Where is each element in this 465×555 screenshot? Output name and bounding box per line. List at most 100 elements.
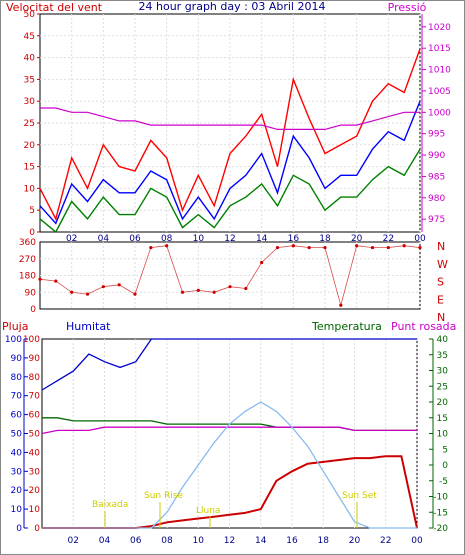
pressure-tick-label: 1015 — [428, 44, 451, 54]
hour-tick-label: 12 — [224, 536, 235, 546]
hour-tick-label: 14 — [255, 536, 267, 546]
series-direction — [39, 245, 421, 307]
wind-tick-label: 0 — [29, 228, 35, 238]
hour-tick-label: 08 — [161, 536, 173, 546]
temperature-tick-label: 30 — [437, 367, 449, 377]
baixada-label: Baixada — [92, 500, 128, 510]
compass-label: N — [437, 311, 445, 324]
compass-label: S — [437, 276, 444, 289]
rain-tick-label: 0 — [34, 524, 40, 534]
direction-tick-label: 180 — [19, 272, 36, 282]
wind-tick-label: 45 — [24, 32, 35, 42]
humidity-tick-label: 0 — [16, 524, 22, 534]
direction-tick-label: 0 — [30, 305, 36, 315]
chart-title: 24 hour graph day : 03 Abril 2014 — [139, 0, 326, 13]
pressure-tick-label: 995 — [428, 130, 445, 140]
hour-tick-label: 00 — [411, 536, 423, 546]
pressure-tick-label: 1000 — [428, 108, 451, 118]
temperature-tick-label: 10 — [437, 430, 449, 440]
wind-tick-label: 5 — [29, 206, 35, 216]
pressure-tick-label: 975 — [428, 215, 445, 225]
rain-tick-label: 50 — [29, 430, 41, 440]
sun-rise-label: Sun Rise — [144, 491, 183, 501]
pressure-tick-label: 980 — [428, 194, 445, 204]
hour-tick-label: 04 — [99, 536, 111, 546]
pressure-label: Pressió — [388, 1, 427, 14]
series-humitat — [41, 338, 417, 391]
temperature-tick-label: 35 — [437, 351, 448, 361]
compass-label: W — [437, 258, 448, 271]
pressure-tick-label: 985 — [428, 172, 445, 182]
compass-label: N — [437, 240, 445, 253]
dewpoint-label: Punt rosada — [391, 320, 456, 333]
hour-tick-label: 14 — [256, 234, 268, 244]
rain-tick-label: 70 — [29, 392, 41, 402]
hour-tick-label: 04 — [98, 234, 110, 244]
humidity-tick-label: 40 — [11, 448, 23, 458]
sun-set-label: Sun Set — [342, 491, 377, 501]
humidity-tick-label: 50 — [11, 430, 23, 440]
temperature-tick-label: 40 — [437, 335, 449, 345]
temperature-tick-label: 20 — [437, 398, 449, 408]
direction-tick-label: 90 — [25, 288, 37, 298]
series-punt-rosada — [41, 426, 417, 435]
wind-tick-label: 35 — [24, 75, 35, 85]
humidity-tick-label: 20 — [11, 486, 23, 496]
hour-tick-label: 12 — [224, 234, 235, 244]
temperature-tick-label: 5 — [442, 445, 448, 455]
rain-tick-label: 80 — [29, 373, 41, 383]
rain-tick-label: 20 — [29, 486, 41, 496]
hour-tick-label: 10 — [193, 536, 205, 546]
hour-tick-label: 22 — [383, 234, 394, 244]
humidity-label: Humitat — [66, 320, 111, 333]
direction-tick-label: 360 — [19, 238, 36, 248]
hour-tick-label: 02 — [68, 536, 79, 546]
pressure-tick-label: 990 — [428, 151, 445, 161]
series-low — [39, 148, 421, 234]
wind-pressure-panel: 02 04 06 08 10 12 14 16 18 20 22 00 504540353025201… — [24, 10, 452, 244]
temperature-tick-label: -10 — [433, 493, 448, 503]
rain-tick-label: 90 — [29, 354, 41, 364]
hour-tick-label: 06 — [130, 536, 142, 546]
hour-tick-label: 22 — [380, 536, 391, 546]
hour-tick-label: 16 — [288, 234, 300, 244]
pressure-tick-label: 1010 — [428, 66, 451, 76]
direction-tick-label: 270 — [19, 255, 36, 265]
hour-tick-label: 16 — [286, 536, 298, 546]
rain-tick-label: 10 — [29, 505, 41, 515]
rain-tick-label: 40 — [29, 448, 41, 458]
humidity-tick-label: 70 — [11, 392, 23, 402]
hour-tick-label: 20 — [351, 234, 363, 244]
hour-tick-label: 18 — [319, 234, 331, 244]
rain-label: Pluja — [2, 320, 28, 333]
rain-tick-label: 100 — [23, 335, 40, 345]
wind-tick-label: 25 — [24, 119, 35, 129]
humidity-tick-label: 100 — [5, 335, 22, 345]
humidity-tick-label: 90 — [11, 354, 23, 364]
rain-tick-label: 60 — [29, 411, 41, 421]
hour-tick-label: 08 — [161, 234, 173, 244]
wind-tick-label: 50 — [24, 10, 36, 20]
series-gust — [39, 48, 421, 221]
wind-tick-label: 15 — [24, 163, 35, 173]
pressure-tick-label: 1020 — [428, 23, 451, 33]
temperature-tick-label: -15 — [433, 508, 448, 518]
hour-tick-label: 20 — [349, 536, 361, 546]
humidity-tick-label: 10 — [11, 505, 23, 515]
lluna-label: Lluna — [196, 506, 220, 516]
hour-tick-label: 00 — [414, 234, 426, 244]
wind-tick-label: 10 — [24, 184, 36, 194]
compass-label: E — [437, 293, 444, 306]
humidity-tick-label: 80 — [11, 373, 23, 383]
hour-tick-label: 02 — [66, 234, 77, 244]
wind-tick-label: 30 — [24, 97, 36, 107]
humidity-tick-label: 60 — [11, 411, 23, 421]
humidity-tick-label: 30 — [11, 467, 23, 477]
wind-tick-label: 20 — [24, 141, 36, 151]
pressure-tick-label: 1005 — [428, 87, 451, 97]
series-speed — [39, 100, 421, 225]
hour-tick-label: 18 — [318, 536, 330, 546]
